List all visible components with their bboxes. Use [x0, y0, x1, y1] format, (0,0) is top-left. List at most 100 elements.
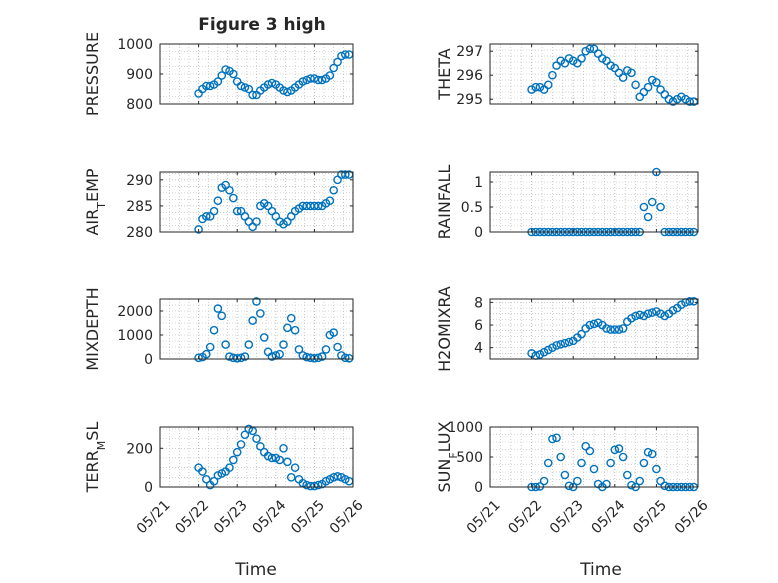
data-point [622, 66, 632, 75]
data-point [577, 458, 586, 468]
y-tick-label: 900 [126, 67, 153, 83]
data-point [573, 58, 582, 68]
data-point [564, 481, 574, 491]
data-point [589, 464, 599, 474]
data-point [535, 82, 545, 92]
data-point [643, 309, 653, 319]
data-point [598, 54, 607, 63]
data-point [527, 85, 536, 94]
data-point [310, 481, 319, 491]
data-point [552, 433, 561, 443]
data-point [606, 61, 615, 70]
data-point [627, 480, 636, 490]
data-point [198, 467, 207, 476]
data-point [689, 97, 699, 106]
data-point [672, 94, 682, 104]
data-point [606, 458, 615, 468]
axes-box [489, 298, 699, 360]
y-tick-label: 0 [144, 352, 153, 368]
data-point [581, 46, 590, 56]
data-point [275, 455, 284, 465]
y-tick-label: 280 [126, 225, 153, 241]
data-point [577, 329, 586, 339]
data-point [593, 49, 603, 58]
data-point [585, 320, 595, 330]
data-point [286, 313, 296, 323]
data-point [279, 443, 288, 453]
y-tick-label: 4 [474, 341, 483, 357]
data-point [310, 353, 319, 363]
y-tick-label: 2000 [117, 304, 153, 320]
y-tick-label: 500 [456, 450, 483, 466]
data-point [643, 212, 653, 222]
data-point [333, 57, 342, 67]
x-tick-label: 05/25 [630, 497, 670, 537]
x-tick-label: 05/21 [464, 497, 504, 537]
y-tick-label: 8 [474, 295, 483, 311]
data-point [283, 323, 292, 333]
y-tick-label: 295 [456, 92, 483, 108]
y-tick-label: 6 [474, 318, 483, 334]
data-point [552, 341, 561, 350]
data-point [631, 311, 640, 321]
data-point [548, 343, 557, 352]
subplot-1: 800 900 1000 PRESSURE [83, 32, 354, 116]
data-point [539, 347, 549, 357]
data-point [652, 307, 661, 316]
data-point [283, 87, 292, 97]
data-point [560, 470, 570, 480]
data-point [313, 75, 323, 85]
y-axis-label: RAINFALL [435, 165, 454, 240]
x-tick-label: 05/23 [211, 497, 251, 537]
y-tick-label: 296 [456, 68, 483, 84]
y-axis-label: PRESSURE [83, 32, 102, 116]
x-tick-label: 05/24 [250, 497, 290, 537]
data-point [677, 300, 686, 309]
data-point [639, 458, 649, 468]
y-tick-label: 1000 [117, 37, 153, 53]
data-point [240, 430, 250, 440]
x-tick-label: 05/22 [172, 497, 212, 537]
data-point [205, 342, 215, 352]
data-point [229, 193, 238, 203]
x-tick-label: 05/25 [288, 497, 328, 537]
y-axis-label: AIRTEMP [83, 168, 108, 235]
data-point [275, 349, 284, 359]
data-point [340, 353, 350, 363]
data-point [337, 51, 346, 61]
data-point [660, 481, 670, 491]
data-point [302, 75, 311, 85]
data-point [213, 304, 223, 313]
data-point [252, 217, 261, 226]
data-point [685, 296, 694, 306]
data-point [635, 476, 645, 486]
data-point [213, 77, 223, 86]
data-point [627, 68, 636, 78]
data-point [564, 54, 574, 63]
data-point [248, 90, 257, 100]
data-point [252, 434, 261, 443]
data-point [333, 472, 342, 481]
data-point [618, 324, 628, 333]
y-axis-label: TERRMSL [83, 422, 108, 494]
data-point [639, 311, 649, 321]
y-tick-label: 297 [456, 44, 483, 60]
y-tick-label: 0 [144, 480, 153, 496]
y-tick-label: 0.5 [461, 200, 483, 216]
data-point [329, 328, 339, 337]
data-point [543, 345, 553, 355]
data-point [568, 56, 578, 66]
data-point [643, 82, 653, 92]
data-point [556, 452, 566, 462]
data-point [602, 324, 611, 333]
data-point [267, 78, 277, 88]
data-point [248, 316, 257, 325]
data-point [652, 78, 661, 87]
data-point [635, 310, 645, 320]
subplot-5: 0 1000 2000 MIXDEPTH [83, 287, 354, 371]
data-point [656, 202, 665, 212]
data-point [627, 313, 636, 323]
